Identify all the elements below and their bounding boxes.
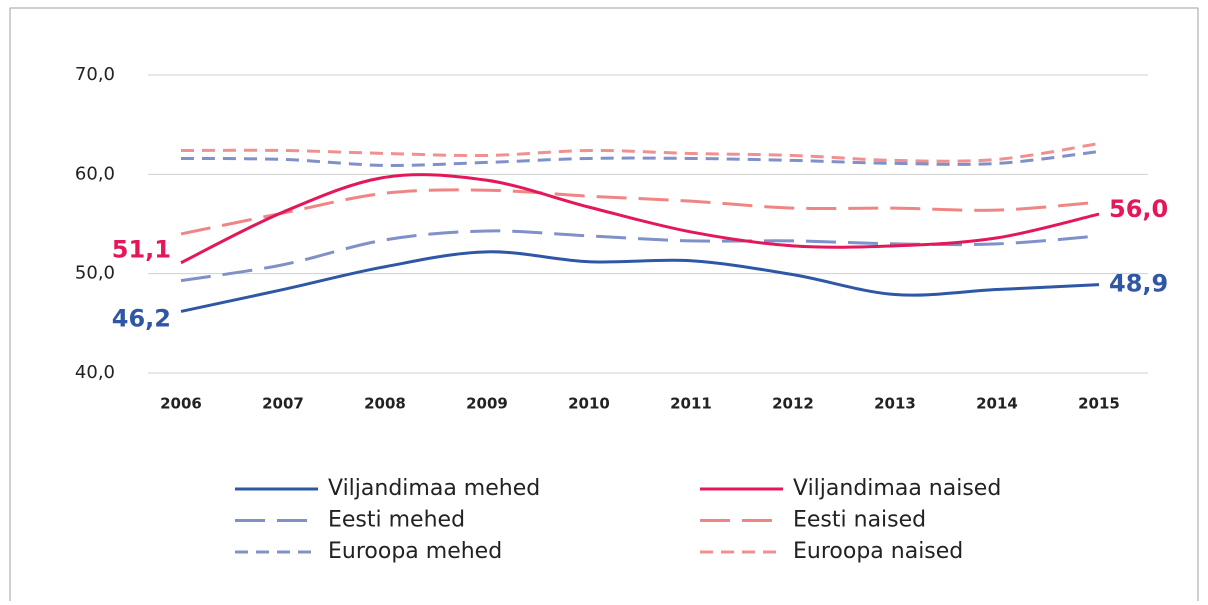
legend-label: Eesti mehed xyxy=(328,508,465,533)
series-line xyxy=(180,173,1100,265)
series-line xyxy=(180,149,1100,167)
legend-label: Viljandimaa naised xyxy=(793,476,1001,501)
y-tick-label: 40,0 xyxy=(75,362,115,383)
x-tick-label: 2012 xyxy=(772,395,814,413)
x-tick-label: 2008 xyxy=(364,395,406,413)
data-label: 56,0 xyxy=(1109,195,1168,223)
data-label: 51,1 xyxy=(112,236,171,264)
x-tick-label: 2014 xyxy=(976,395,1018,413)
legend-label: Eesti naised xyxy=(793,508,926,533)
x-tick-label: 2006 xyxy=(160,395,202,413)
series-line xyxy=(180,188,1100,236)
x-tick-label: 2007 xyxy=(262,395,304,413)
legend-label: Euroopa naised xyxy=(793,539,963,564)
series-line xyxy=(180,142,1100,163)
y-tick-label: 60,0 xyxy=(75,163,115,184)
data-label: 46,2 xyxy=(112,304,171,332)
x-tick-label: 2015 xyxy=(1078,395,1120,413)
x-tick-label: 2010 xyxy=(568,395,610,413)
legend-label: Viljandimaa mehed xyxy=(328,476,540,501)
data-label: 48,9 xyxy=(1109,270,1168,298)
chart-frame xyxy=(9,7,1199,605)
x-tick-label: 2009 xyxy=(466,395,508,413)
series-line xyxy=(180,250,1100,313)
x-tick-label: 2013 xyxy=(874,395,916,413)
y-tick-label: 50,0 xyxy=(75,263,115,284)
legend-label: Euroopa mehed xyxy=(328,539,502,564)
x-tick-label: 2011 xyxy=(670,395,712,413)
y-tick-label: 70,0 xyxy=(75,64,115,85)
series-line xyxy=(180,229,1100,283)
